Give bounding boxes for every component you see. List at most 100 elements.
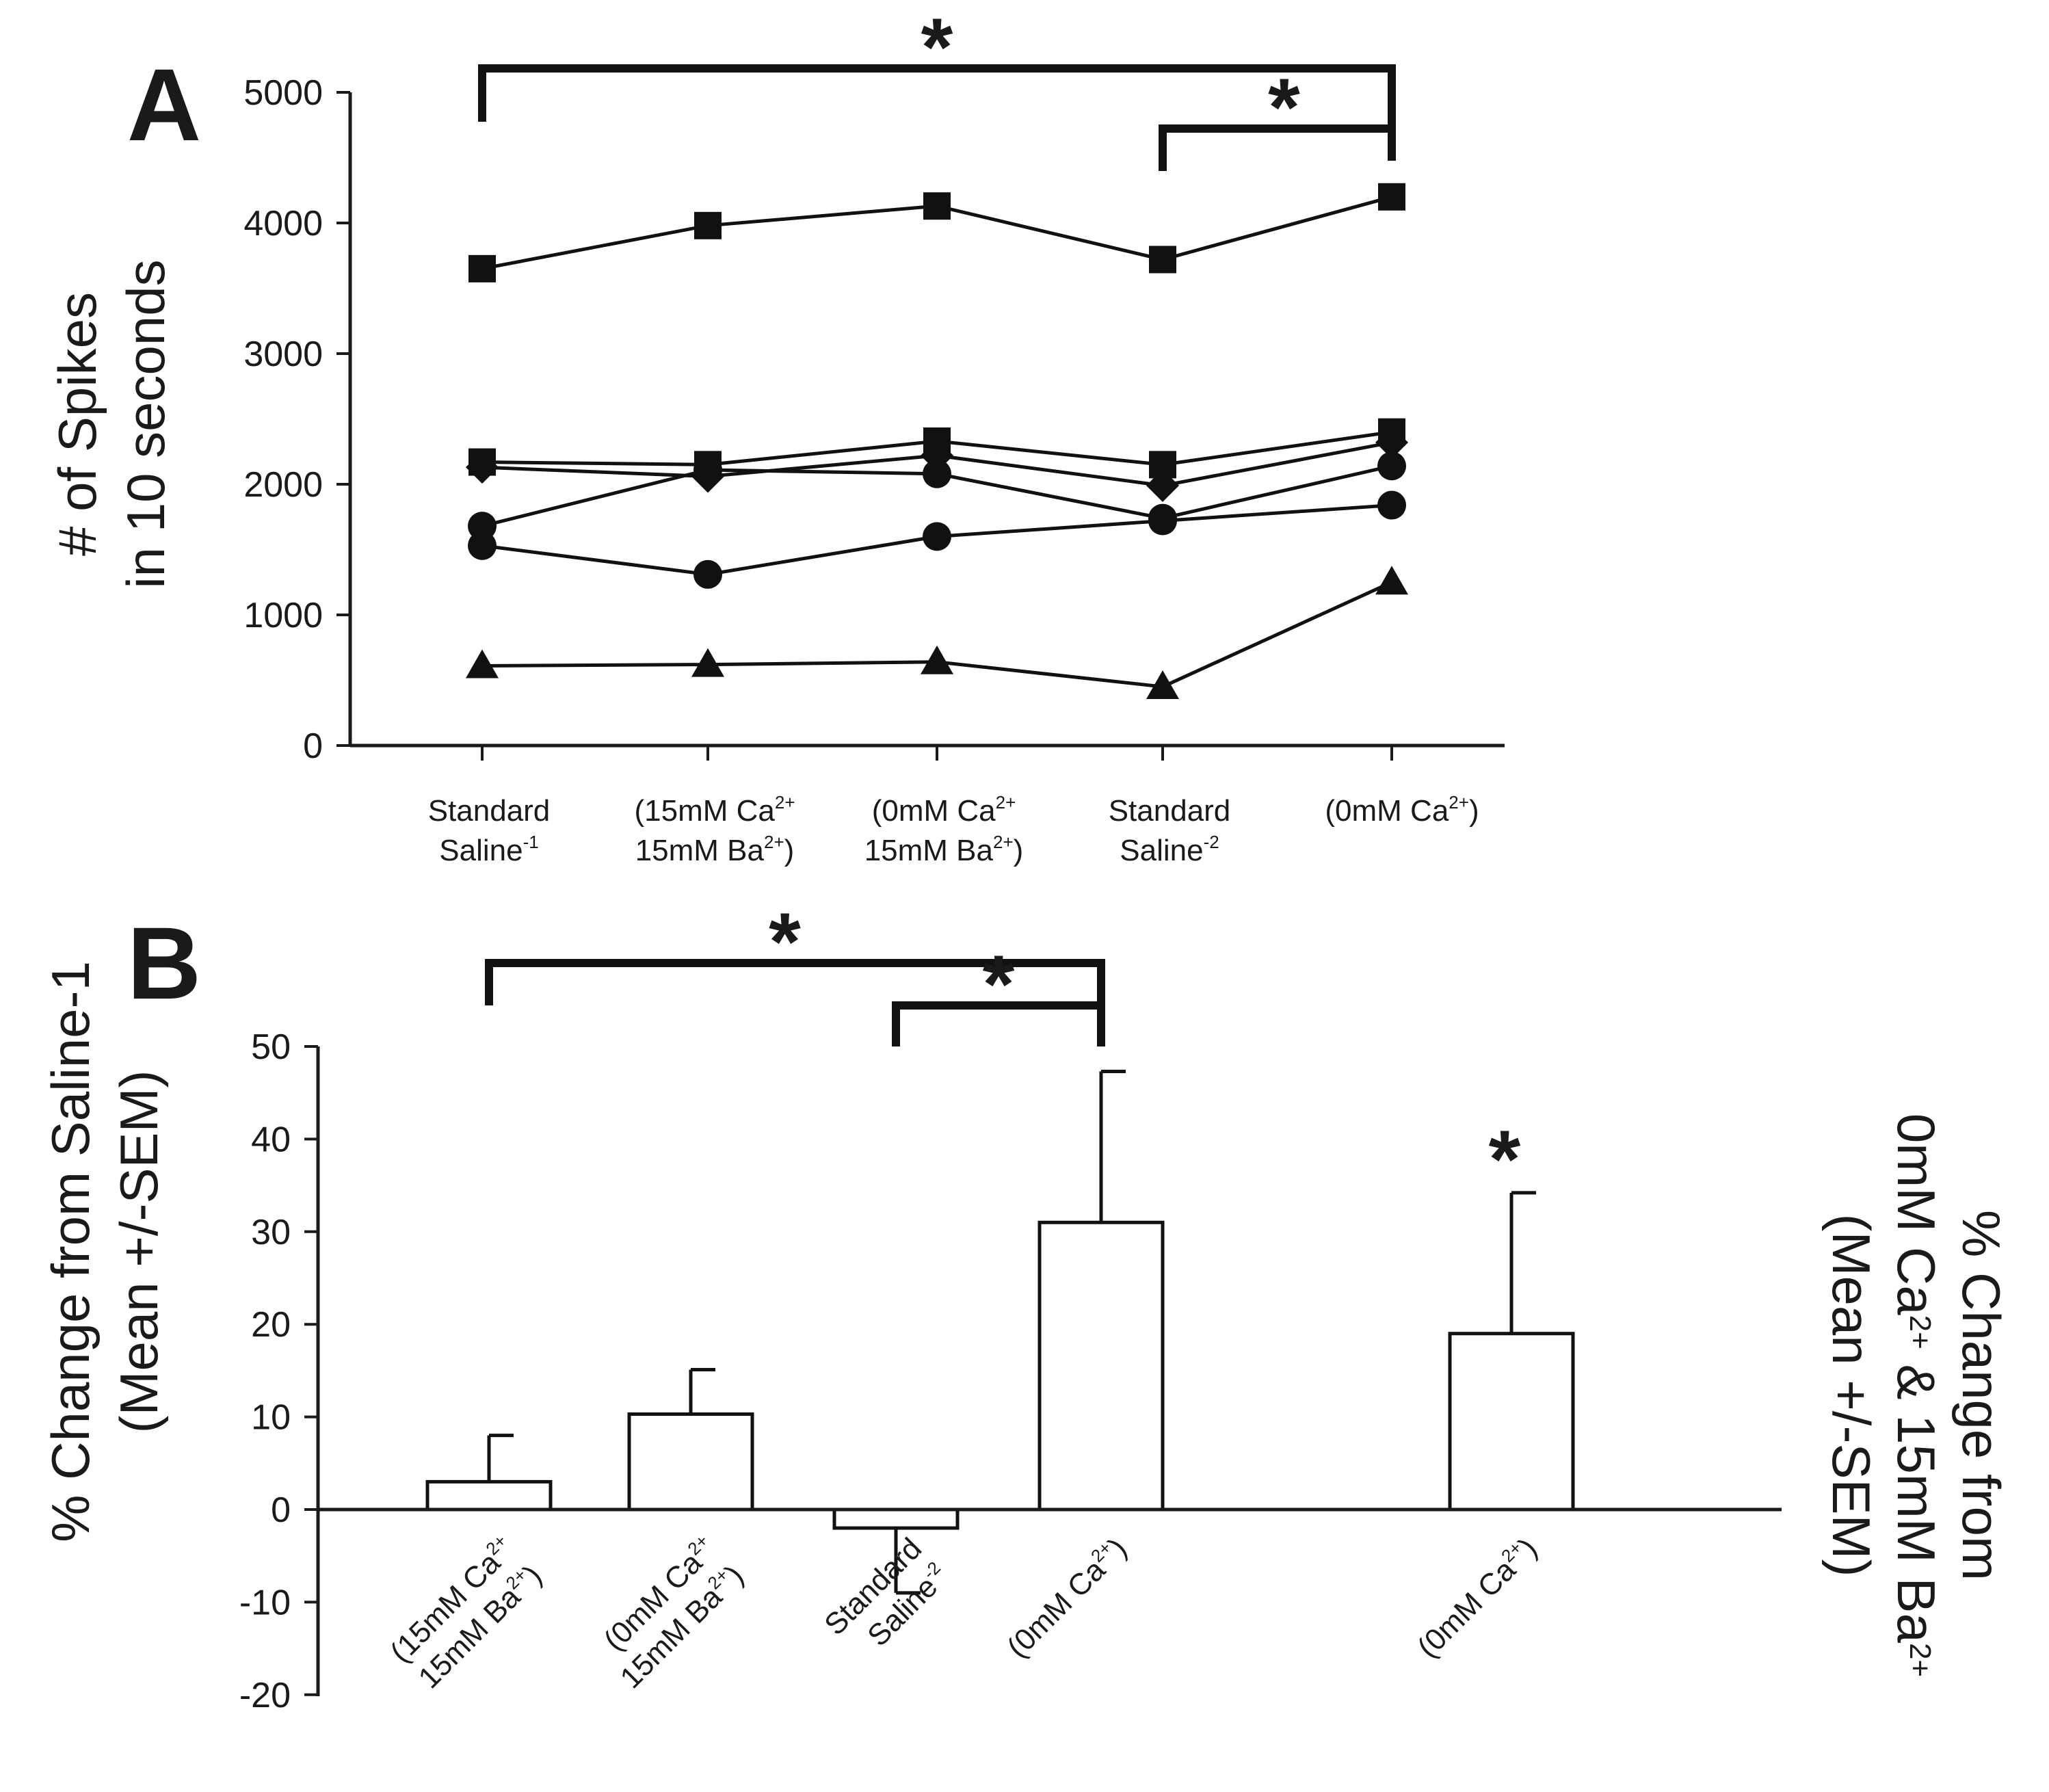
- x-category-label-a-main: (0mM Ca: [872, 794, 996, 828]
- y-tick-label-b: 50: [251, 1027, 291, 1067]
- bar: [1037, 1220, 1165, 1512]
- x-category-label-a-sup: 2+: [764, 832, 784, 852]
- x-category-label-a: Saline-2: [1120, 832, 1219, 867]
- y-axis-title-b-right: (Mean +/-SEM): [1821, 1214, 1881, 1577]
- y-axis-title-b-right-line: (Mean +/-SEM): [1821, 1214, 1881, 1577]
- x-category-label-a-sup: 2+: [1449, 792, 1469, 813]
- data-point-square: [1149, 246, 1176, 274]
- y-axis-title-b-right-line-main: % Change from: [1951, 1210, 2011, 1581]
- x-category-label-a-main: Saline: [1120, 834, 1203, 867]
- bar: [425, 1479, 553, 1512]
- data-point-triangle: [466, 649, 499, 678]
- x-category-label-a-main: Standard: [1109, 794, 1231, 828]
- y-tick-label-a: 4000: [243, 204, 323, 243]
- x-category-label-a: (0mM Ca2+): [1325, 792, 1479, 828]
- significance-star-a1: *: [921, 1, 953, 93]
- data-point-triangle: [1146, 670, 1179, 700]
- bar: [1448, 1332, 1575, 1512]
- data-point-square: [923, 192, 951, 220]
- y-tick-label-b: -20: [239, 1676, 291, 1715]
- panel-b: B -20 -10 0 10 20 30 40 50 (15mM Ca2+15mM Ba2+) (0…: [40, 896, 2011, 1715]
- panel-label-b: B: [127, 906, 201, 1020]
- y-tick-label-a: 2000: [243, 465, 323, 505]
- data-point-circle: [1377, 451, 1406, 481]
- y-axis-title-b-right: % Change from: [1951, 1210, 2011, 1581]
- x-category-label-a-sup: -2: [1204, 832, 1219, 852]
- data-point-circle: [468, 531, 497, 560]
- significance-bracket-a1: [478, 64, 1396, 161]
- x-category-label-b: (0mM Ca2+15mM Ba2+): [598, 1530, 750, 1695]
- significance-bracket-b2: [892, 1001, 1101, 1046]
- x-category-label-a-main: (15mM Ca: [634, 794, 775, 828]
- x-category-label-a: (0mM Ca2+: [872, 792, 1016, 828]
- y-axis-title-a: in 10 seconds: [116, 259, 176, 588]
- y-tick-label-a: 0: [303, 726, 323, 766]
- y-tick-label-a: 5000: [243, 73, 323, 113]
- y-tick-label-b: 10: [251, 1398, 291, 1438]
- x-category-label-a: (15mM Ca2+: [634, 792, 795, 828]
- x-category-label-a-main: Standard: [428, 794, 551, 828]
- y-tick-label-b: 40: [251, 1120, 291, 1159]
- data-point-square: [468, 254, 496, 282]
- y-axis-title-b-right: 0mM Ca2+ & 15mM Ba2+: [1886, 1114, 1946, 1677]
- data-point-circle: [693, 455, 722, 484]
- series-1: [468, 183, 1405, 282]
- x-category-label-a: Saline-1: [439, 832, 538, 867]
- series-6: [466, 566, 1408, 700]
- y-tick-label-b: 0: [271, 1490, 291, 1530]
- y-axis-title-b-right-line-main: (Mean +/-SEM): [1821, 1214, 1881, 1577]
- y-axis-title-b-right-line-after: & 15mM Ba: [1886, 1349, 1946, 1644]
- x-category-label-b: (0mM Ca2+): [1410, 1530, 1544, 1664]
- y-tick-label-b: -10: [239, 1583, 291, 1622]
- x-category-label-a: 15mM Ba2+): [864, 832, 1024, 867]
- data-point-circle: [1377, 490, 1406, 520]
- y-axis-title-b-right-line-sup: 2+: [1903, 1315, 1937, 1349]
- x-category-label-b-line-main: (0mM Ca: [1411, 1553, 1522, 1664]
- y-axis-title-b-right-line-sup2: 2+: [1903, 1643, 1937, 1677]
- significance-star-b2: *: [983, 938, 1015, 1030]
- y-tick-label-b: 30: [251, 1213, 291, 1252]
- y-tick-label-a: 1000: [243, 596, 323, 635]
- significance-star-b3: *: [1489, 1114, 1521, 1205]
- x-category-label-a-sup: -1: [523, 832, 539, 852]
- x-category-label-b-line-main: (0mM Ca: [1001, 1553, 1112, 1664]
- bar: [832, 1507, 960, 1530]
- data-point-diamond: [1375, 425, 1408, 459]
- y-axis-title-b-right-line: 0mM Ca2+ & 15mM Ba2+: [1886, 1114, 1946, 1677]
- significance-bracket-a2: [1159, 124, 1392, 171]
- x-category-label-a-sup: 2+: [996, 792, 1016, 813]
- x-category-label-a: 15mM Ba2+): [635, 832, 795, 867]
- x-category-label-a-main: 15mM Ba: [635, 834, 765, 867]
- data-point-circle: [693, 559, 722, 589]
- data-point-square: [1378, 183, 1405, 211]
- data-point-triangle: [691, 648, 724, 677]
- x-category-label-a: Standard: [428, 794, 551, 828]
- panel-label-a: A: [127, 47, 201, 162]
- x-category-label-a: Standard: [1109, 794, 1231, 828]
- x-category-label-a-after: ): [1469, 794, 1479, 828]
- y-tick-label-b: 20: [251, 1305, 291, 1345]
- data-point-diamond: [466, 451, 499, 484]
- x-category-label-a-main: Saline: [439, 834, 523, 867]
- x-category-label-b-line: (0mM Ca2+): [1410, 1530, 1544, 1664]
- series-5: [468, 490, 1406, 589]
- data-point-square: [694, 211, 722, 239]
- x-category-label-a-after: ): [784, 834, 795, 867]
- y-axis-title-b-right-line: % Change from: [1951, 1210, 2011, 1581]
- x-category-label-b-line: (0mM Ca2+): [999, 1530, 1133, 1664]
- x-category-label-a-sup: 2+: [775, 792, 795, 813]
- bar: [627, 1412, 754, 1512]
- data-point-triangle: [1375, 566, 1408, 595]
- y-axis-title-a: # of Spikes: [47, 292, 107, 556]
- data-point-circle: [923, 522, 951, 551]
- data-point-circle: [1148, 506, 1177, 536]
- x-category-label-b: (0mM Ca2+): [999, 1530, 1133, 1664]
- data-point-diamond: [1146, 469, 1179, 502]
- x-category-label-a-sup: 2+: [993, 832, 1014, 852]
- data-point-circle: [923, 459, 951, 488]
- y-axis-title-b-left: % Change from Saline-1: [40, 961, 101, 1542]
- y-axis-title-b-left: (Mean +/-SEM): [109, 1070, 169, 1434]
